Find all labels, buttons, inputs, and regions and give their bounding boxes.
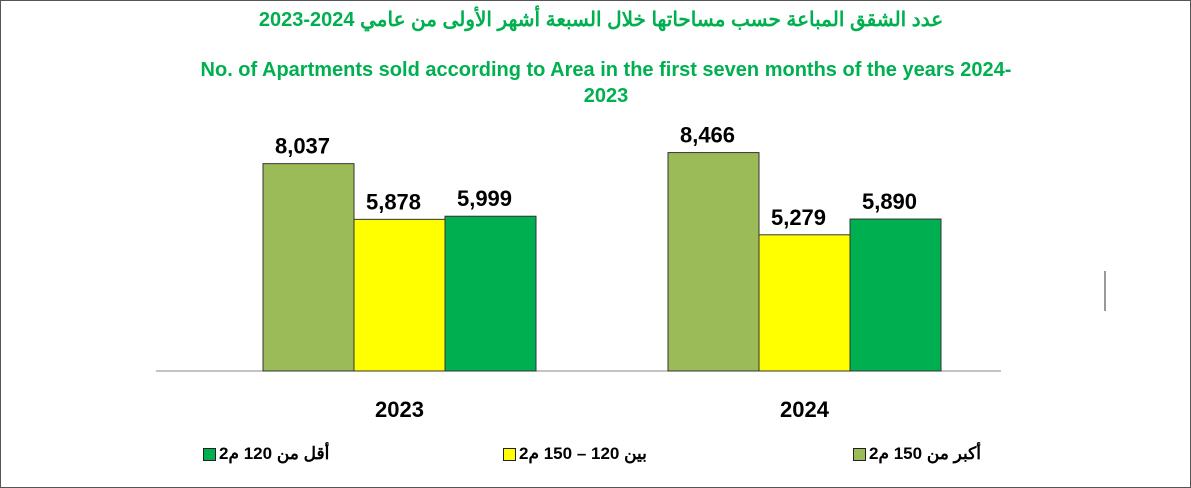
chart-subtitle: No. of Apartments sold according to Area… — [200, 59, 1012, 107]
bar — [262, 163, 355, 372]
value-label: 5,878 — [366, 189, 421, 214]
bar — [444, 215, 537, 372]
legend-label: أقل من 120 م2 — [219, 444, 330, 463]
legend-swatch — [853, 448, 866, 461]
bar — [758, 234, 851, 372]
legend-swatch — [503, 448, 516, 461]
bar — [667, 152, 760, 372]
x-tick-label: 2023 — [375, 397, 424, 422]
bar — [353, 218, 446, 372]
legend-swatch — [203, 448, 216, 461]
bar — [849, 218, 942, 372]
value-label: 8,037 — [275, 134, 330, 159]
x-tick-label: 2024 — [780, 397, 830, 422]
value-label: 5,999 — [457, 186, 512, 211]
chart-title: عدد الشقق المباعة حسب مساحاتها خلال السب… — [258, 9, 944, 31]
legend-label: أكبر من 150 م2 — [869, 444, 981, 463]
value-label: 5,279 — [771, 205, 826, 230]
value-label: 5,890 — [862, 189, 917, 214]
legend-label: بين 120 – 150 م2 — [519, 444, 647, 463]
value-label: 8,466 — [680, 123, 735, 148]
